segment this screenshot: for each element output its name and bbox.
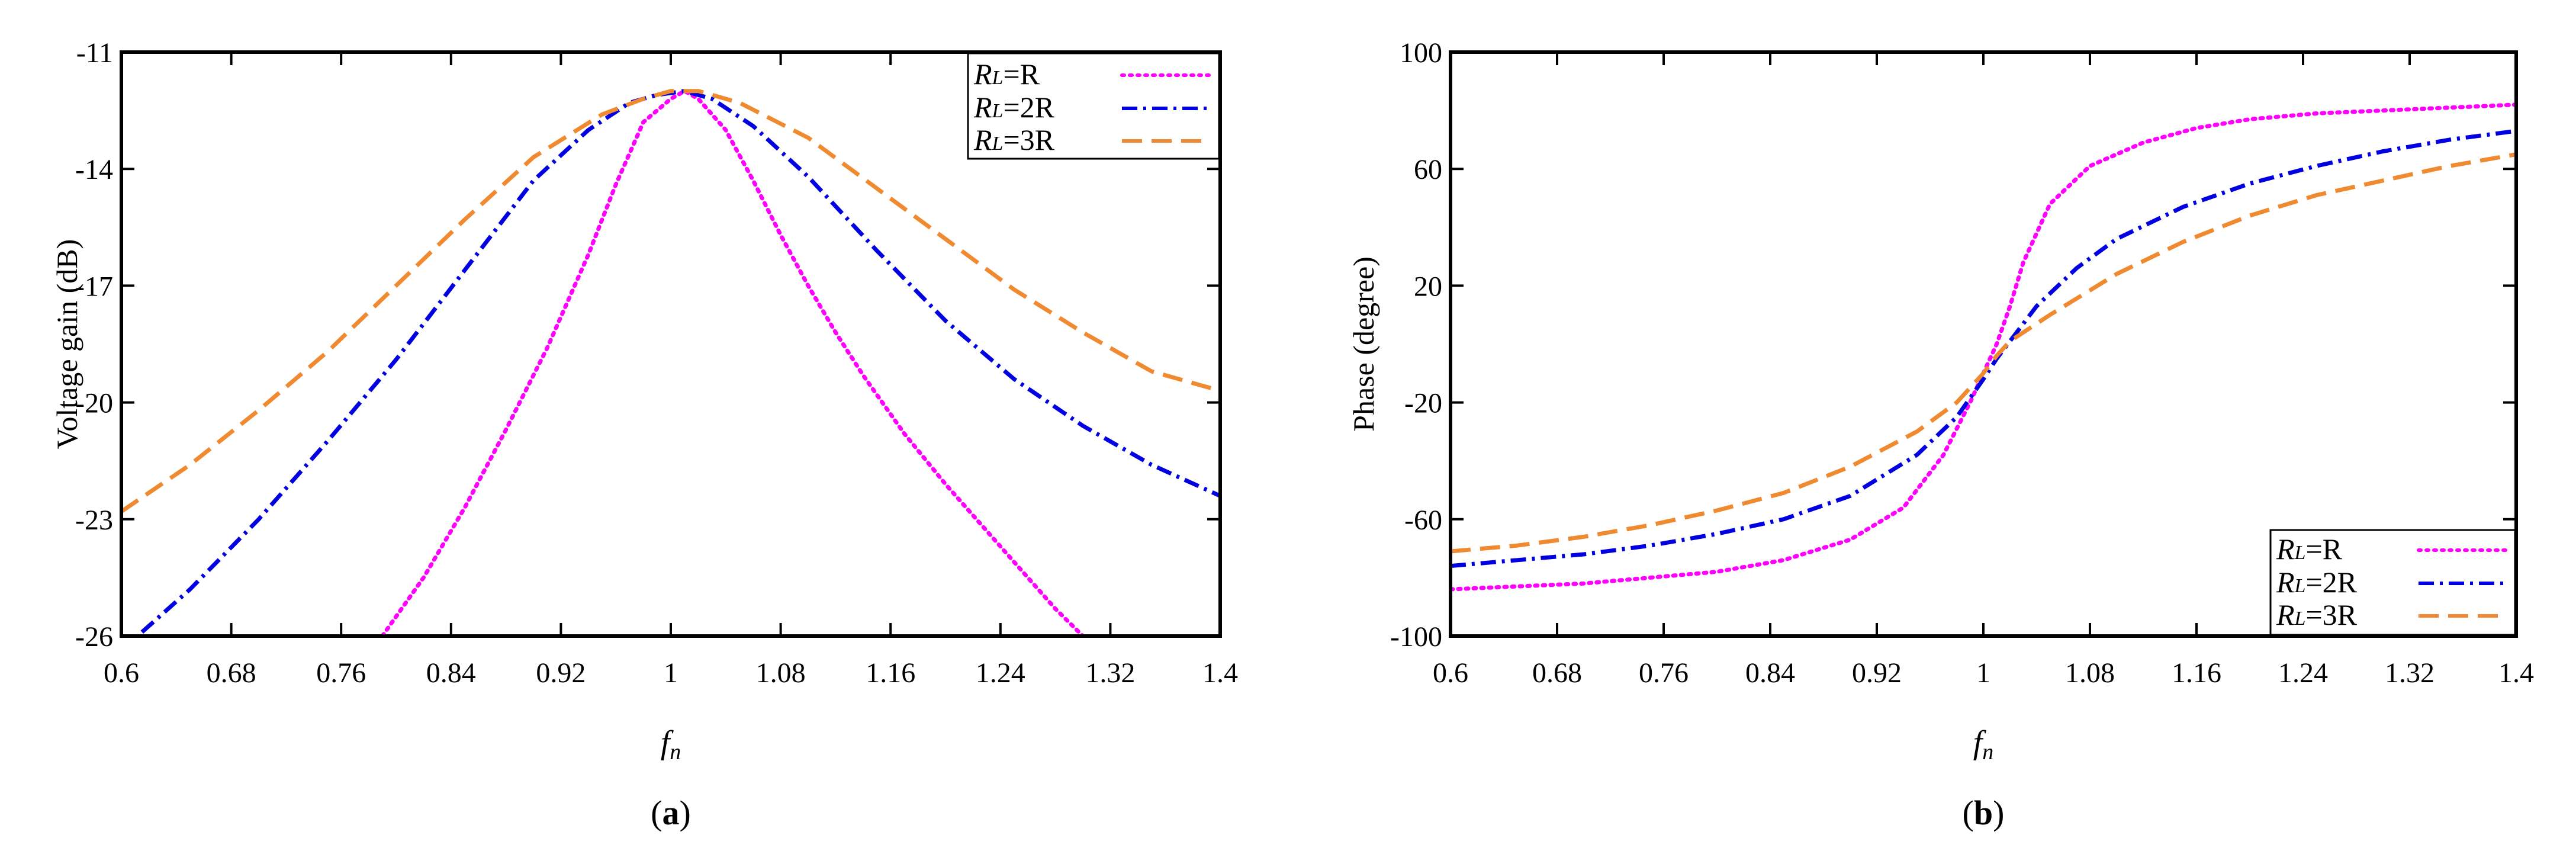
panel-b-x-axis-title: fn <box>1973 724 1994 765</box>
b-y-tick-label-60: -60 <box>1404 505 1442 536</box>
a-x-tick-label-1-4: 1.4 <box>1202 657 1238 689</box>
panel-a-tick-layer: 0.6 0.68 0.76 0.84 0.92 1 1.08 1.16 1.24 1.32 1.4 -… <box>75 37 1238 689</box>
panel-a-legend-box <box>967 52 1220 160</box>
a-y-tick-label-23: -23 <box>75 505 113 536</box>
b-y-tick-label-20: -20 <box>1404 388 1442 419</box>
a-x-tick-label-1-32: 1.32 <box>1085 657 1135 689</box>
a-x-tick-label-1-16: 1.16 <box>866 657 915 689</box>
a-series-line-rl-3r <box>121 89 1220 513</box>
panel-a-legend-entry-rl-2r: RL=2R <box>973 91 1211 124</box>
panel-a-voltage-gain-chart: 0.6 0.68 0.76 0.84 0.92 1 1.08 1.16 1.24 1.32 1.4 -… <box>50 37 1238 832</box>
panel-a-legend-entry-rl-3r: RL=3R <box>973 123 1211 156</box>
panel-a-legend-label-rl-3r: RL=3R <box>973 123 1055 156</box>
panel-b-plot-frame <box>1449 50 2518 638</box>
a-y-tick-label-17: -17 <box>75 271 113 302</box>
panel-a-series-layer <box>121 89 1220 636</box>
a-series-line-rl-2r <box>140 89 1220 634</box>
panel-b-legend-entry-rl-r: RL=R <box>2276 532 2509 566</box>
a-x-tick-label-1-08: 1.08 <box>756 657 806 689</box>
panel-b-legend-label-rl-3r: RL=3R <box>2276 598 2358 631</box>
panel-b-tick-layer: 0.6 0.68 0.76 0.84 0.92 1 1.08 1.16 1.24 1.32 1.4 -… <box>1390 37 2534 689</box>
a-x-tick-label-1: 1 <box>664 657 678 689</box>
a-y-tick-label-14: -14 <box>75 154 113 185</box>
b-y-tick-label-100: -100 <box>1390 621 1442 653</box>
b-x-tick-label-1-32: 1.32 <box>2385 657 2435 689</box>
b-y-tick-label-60: 60 <box>1414 154 1442 185</box>
b-series-line-rl-2r <box>1451 129 2516 569</box>
b-x-tick-label-1: 1 <box>1976 657 1990 689</box>
panel-a-legend-label-rl-r: RL=R <box>973 57 1040 91</box>
b-y-tick-label-100: 100 <box>1400 37 1442 69</box>
panel-a-legend-label-rl-2r: RL=2R <box>973 91 1055 124</box>
b-x-tick-label-0-92: 0.92 <box>1852 657 1902 689</box>
panel-b-legend-label-rl-2r: RL=2R <box>2276 566 2358 599</box>
a-x-tick-label-0-6: 0.6 <box>104 657 139 689</box>
panel-b-legend-label-rl-r: RL=R <box>2276 532 2343 566</box>
b-x-tick-label-1-24: 1.24 <box>2278 657 2328 689</box>
b-x-tick-label-0-76: 0.76 <box>1639 657 1689 689</box>
a-x-tick-label-0-84: 0.84 <box>426 657 476 689</box>
panel-b-legend-entry-rl-3r: RL=3R <box>2276 598 2507 631</box>
a-x-tick-label-0-76: 0.76 <box>316 657 366 689</box>
b-x-tick-label-1-4: 1.4 <box>2498 657 2534 689</box>
panel-b-phase-chart: 0.6 0.68 0.76 0.84 0.92 1 1.08 1.16 1.24 1.32 1.4 -… <box>1347 37 2534 832</box>
panel-a-x-axis-title: fn <box>661 724 681 765</box>
panel-a-legend-entry-rl-r: RL=R <box>973 57 1213 91</box>
a-y-tick-label-20: -20 <box>75 388 113 419</box>
a-x-tick-label-0-92: 0.92 <box>536 657 586 689</box>
panel-a-y-axis-title: Voltage gain (dB) <box>50 239 83 449</box>
b-y-tick-label-20: 20 <box>1414 271 1442 302</box>
b-x-tick-label-1-16: 1.16 <box>2172 657 2221 689</box>
panel-b-caption-label: (b) <box>1963 794 2005 832</box>
panel-b-legend-box <box>2269 529 2516 636</box>
b-series-line-rl-r <box>1451 102 2516 592</box>
b-series-line-rl-3r <box>1451 152 2516 554</box>
panel-a-legend: RL=R RL=2R RL=3R <box>967 52 1220 160</box>
panel-b-legend-entry-rl-2r: RL=2R <box>2276 566 2507 599</box>
panel-a-caption-label: (a) <box>651 794 691 832</box>
a-x-tick-label-1-24: 1.24 <box>976 657 1025 689</box>
panel-b-series-layer <box>1451 102 2516 592</box>
panel-a-plot-frame <box>120 50 1222 638</box>
panel-b-legend: RL=R RL=2R RL=3R <box>2269 529 2516 636</box>
b-x-tick-label-0-68: 0.68 <box>1532 657 1582 689</box>
a-y-tick-label-26: -26 <box>75 621 113 653</box>
a-x-tick-label-0-68: 0.68 <box>207 657 256 689</box>
a-series-line-rl-r <box>380 89 1085 636</box>
a-y-tick-label-11: -11 <box>76 37 113 69</box>
b-x-tick-label-0-6: 0.6 <box>1433 657 1468 689</box>
b-x-tick-label-1-08: 1.08 <box>2065 657 2115 689</box>
b-x-tick-label-0-84: 0.84 <box>1745 657 1795 689</box>
panel-b-y-axis-title: Phase (degree) <box>1347 256 1380 432</box>
